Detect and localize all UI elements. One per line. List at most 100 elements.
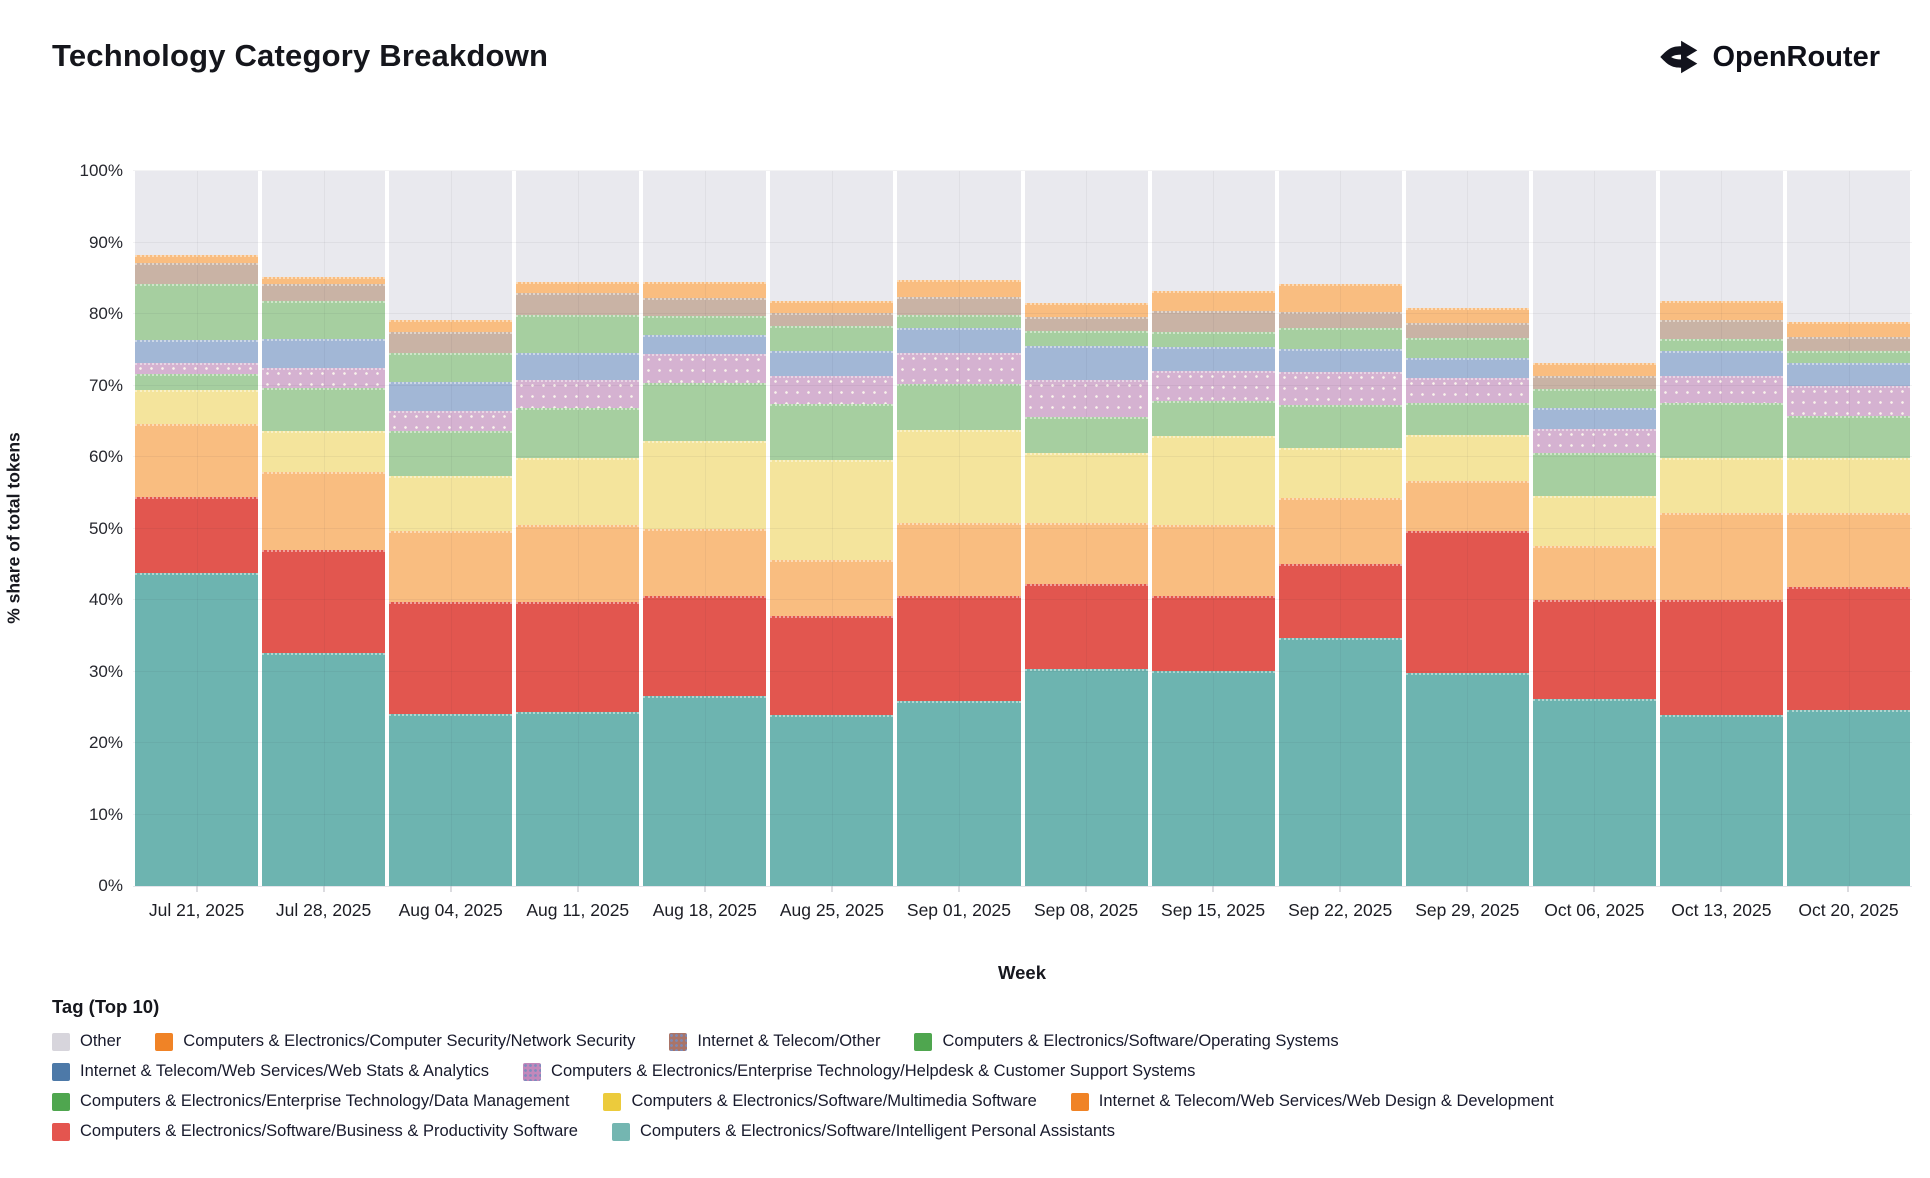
legend-item-web-stats-analytics[interactable]: Internet & Telecom/Web Services/Web Stat… [52, 1062, 489, 1081]
bar-segment-helpdesk-customer-support[interactable] [262, 367, 386, 388]
bar-segment-web-stats-analytics[interactable] [1659, 350, 1784, 376]
bar-column[interactable] [387, 171, 515, 886]
bar-column[interactable] [641, 171, 769, 886]
bar-segment-helpdesk-customer-support[interactable] [643, 354, 767, 384]
bar-segment-network-security[interactable] [643, 281, 767, 298]
bar-segment-intelligent-personal-assistants[interactable] [1532, 698, 1656, 886]
bar-column[interactable] [1785, 171, 1913, 886]
bar-segment-network-security[interactable] [897, 280, 1021, 297]
bar-segment-web-stats-analytics[interactable] [389, 381, 513, 411]
bar-segment-network-security[interactable] [1151, 291, 1275, 312]
bar-segment-data-management[interactable] [643, 383, 767, 441]
bar-segment-multimedia-software[interactable] [1151, 435, 1275, 525]
bar-segment-operating-systems[interactable] [1405, 338, 1529, 358]
bar-segment-internet-telecom-other[interactable] [1532, 375, 1656, 390]
bar-segment-business-productivity-software[interactable] [389, 602, 513, 715]
bar-segment-web-stats-analytics[interactable] [643, 334, 767, 355]
bar-segment-internet-telecom-other[interactable] [1151, 311, 1275, 332]
bar-segment-web-design-development[interactable] [1659, 512, 1784, 601]
bar-segment-internet-telecom-other[interactable] [1278, 311, 1402, 329]
bar-segment-intelligent-personal-assistants[interactable] [262, 652, 386, 886]
bar-segment-helpdesk-customer-support[interactable] [770, 375, 894, 405]
bar-segment-operating-systems[interactable] [135, 284, 259, 340]
bar-segment-internet-telecom-other[interactable] [897, 296, 1021, 315]
bar-segment-helpdesk-customer-support[interactable] [1278, 371, 1402, 405]
legend-item-internet-telecom-other[interactable]: Internet & Telecom/Other [669, 1032, 880, 1051]
bar-segment-business-productivity-software[interactable] [1151, 596, 1275, 671]
legend-item-intelligent-personal-assistants[interactable]: Computers & Electronics/Software/Intelli… [611, 1122, 1115, 1141]
bar-segment-other[interactable] [1405, 171, 1529, 309]
bar-segment-network-security[interactable] [262, 276, 386, 285]
bar-segment-web-design-development[interactable] [897, 522, 1021, 597]
bar-column[interactable] [895, 171, 1023, 886]
bar-segment-web-design-development[interactable] [262, 472, 386, 550]
bar-segment-intelligent-personal-assistants[interactable] [135, 572, 259, 886]
bar-segment-web-design-development[interactable] [1532, 545, 1656, 601]
bar-segment-data-management[interactable] [1659, 402, 1784, 459]
bar-segment-data-management[interactable] [1787, 415, 1911, 458]
bar-segment-multimedia-software[interactable] [1787, 457, 1911, 513]
bar-segment-other[interactable] [897, 171, 1021, 281]
bar-segment-web-design-development[interactable] [516, 524, 640, 603]
bar-column[interactable] [1276, 171, 1404, 886]
legend-item-business-productivity-software[interactable]: Computers & Electronics/Software/Busines… [52, 1122, 578, 1141]
bar-segment-intelligent-personal-assistants[interactable] [770, 715, 894, 886]
bar-segment-internet-telecom-other[interactable] [389, 331, 513, 354]
bar-segment-intelligent-personal-assistants[interactable] [389, 714, 513, 886]
bar-segment-other[interactable] [643, 171, 767, 282]
bar-segment-web-design-development[interactable] [770, 559, 894, 617]
bar-segment-other[interactable] [1278, 171, 1402, 285]
bar-segment-business-productivity-software[interactable] [262, 549, 386, 653]
bar-column[interactable] [1022, 171, 1150, 886]
bar-segment-business-productivity-software[interactable] [770, 616, 894, 716]
bar-segment-business-productivity-software[interactable] [1024, 584, 1148, 670]
bar-segment-web-design-development[interactable] [643, 529, 767, 596]
bar-segment-other[interactable] [1024, 171, 1148, 304]
bar-segment-internet-telecom-other[interactable] [1024, 316, 1148, 332]
bar-segment-web-design-development[interactable] [1151, 524, 1275, 597]
bar-segment-network-security[interactable] [1659, 300, 1784, 320]
bar-segment-business-productivity-software[interactable] [643, 595, 767, 696]
bar-segment-operating-systems[interactable] [643, 316, 767, 335]
bar-segment-operating-systems[interactable] [262, 301, 386, 340]
bar-segment-helpdesk-customer-support[interactable] [1405, 378, 1529, 403]
bar-segment-web-stats-analytics[interactable] [1405, 357, 1529, 379]
bar-segment-network-security[interactable] [389, 319, 513, 332]
bar-segment-web-stats-analytics[interactable] [770, 351, 894, 376]
bar-column[interactable] [1657, 171, 1786, 886]
bar-segment-helpdesk-customer-support[interactable] [389, 410, 513, 432]
bar-segment-multimedia-software[interactable] [1024, 453, 1148, 523]
bar-segment-data-management[interactable] [1024, 417, 1148, 454]
legend-item-web-design-development[interactable]: Internet & Telecom/Web Services/Web Desi… [1070, 1092, 1554, 1111]
bar-segment-helpdesk-customer-support[interactable] [516, 379, 640, 408]
bar-segment-network-security[interactable] [770, 300, 894, 313]
bar-segment-other[interactable] [135, 171, 259, 256]
bar-column[interactable] [1149, 171, 1277, 886]
bar-segment-internet-telecom-other[interactable] [135, 262, 259, 285]
bar-segment-network-security[interactable] [135, 255, 259, 263]
bar-segment-web-stats-analytics[interactable] [262, 339, 386, 368]
bar-segment-multimedia-software[interactable] [1405, 434, 1529, 482]
bar-segment-web-stats-analytics[interactable] [135, 339, 259, 363]
bar-segment-internet-telecom-other[interactable] [1787, 336, 1911, 352]
bar-segment-other[interactable] [1787, 171, 1911, 322]
bar-segment-intelligent-personal-assistants[interactable] [897, 700, 1021, 886]
bar-segment-other[interactable] [262, 171, 386, 277]
bar-segment-helpdesk-customer-support[interactable] [1532, 429, 1656, 454]
bar-segment-helpdesk-customer-support[interactable] [1787, 385, 1911, 416]
legend-item-helpdesk-customer-support[interactable]: Computers & Electronics/Enterprise Techn… [523, 1062, 1195, 1081]
bar-column[interactable] [133, 171, 261, 886]
bar-segment-operating-systems[interactable] [1787, 351, 1911, 363]
legend-item-operating-systems[interactable]: Computers & Electronics/Software/Operati… [914, 1032, 1339, 1051]
bar-segment-operating-systems[interactable] [1024, 331, 1148, 346]
bar-segment-network-security[interactable] [1278, 284, 1402, 312]
bar-segment-internet-telecom-other[interactable] [1659, 319, 1784, 340]
bar-segment-helpdesk-customer-support[interactable] [135, 362, 259, 375]
bar-segment-web-stats-analytics[interactable] [1024, 345, 1148, 380]
bar-segment-data-management[interactable] [516, 407, 640, 458]
bar-segment-operating-systems[interactable] [516, 314, 640, 354]
bar-segment-web-stats-analytics[interactable] [897, 328, 1021, 354]
legend-item-network-security[interactable]: Computers & Electronics/Computer Securit… [155, 1032, 635, 1051]
bar-segment-intelligent-personal-assistants[interactable] [516, 712, 640, 886]
bar-segment-data-management[interactable] [897, 384, 1021, 430]
